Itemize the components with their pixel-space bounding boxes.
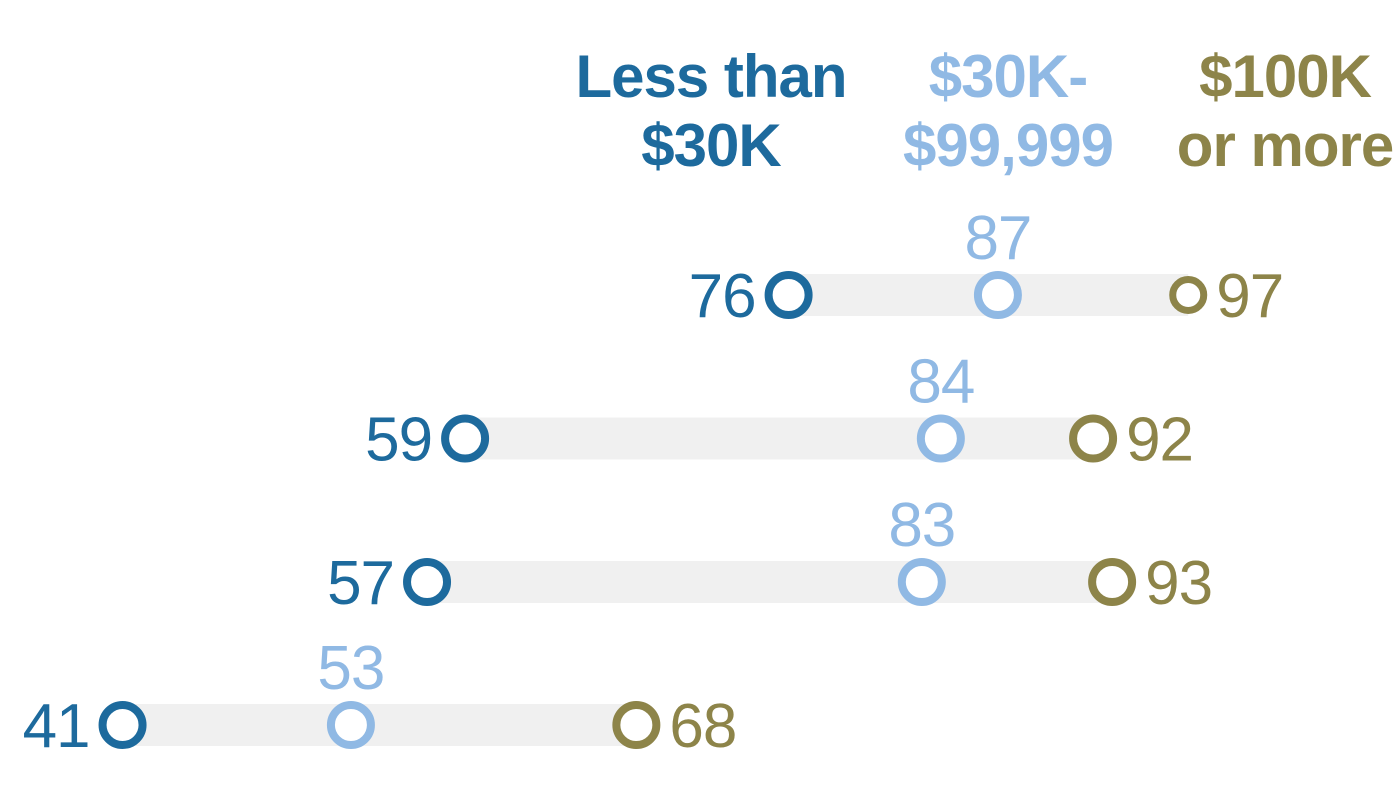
row-track-2 [465,417,1094,460]
column-header-less-than-30k-line2: $30K [641,112,781,179]
point-row1-100k-or-more [1169,276,1208,314]
column-header-100k-or-more-line2: or more [1176,112,1394,179]
point-row2-30k-99999 [916,414,965,463]
column-headers: Less than $30K $30K- $99,999 $100K or mo… [0,0,1400,190]
point-row4-100k-or-more [612,701,661,749]
point-row3-100k-or-more [1088,558,1137,606]
value-label-row3-less-than-30k: 57 [327,549,394,618]
column-header-less-than-30k: Less than $30K [575,42,847,180]
column-header-30k-99999-line1: $30K- [928,43,1088,110]
point-row1-less-than-30k [764,271,813,319]
column-header-100k-or-more-line1: $100K [1199,43,1372,110]
value-label-row1-100k-or-more: 97 [1216,262,1283,331]
value-label-row2-100k-or-more: 92 [1126,406,1193,475]
value-label-row1-30k-99999: 87 [964,204,1031,273]
value-label-row4-100k-or-more: 68 [669,692,736,761]
point-row4-30k-99999 [326,701,375,749]
column-header-30k-99999-line2: $99,999 [903,112,1114,179]
point-row1-30k-99999 [973,271,1022,319]
value-label-row4-30k-99999: 53 [317,634,384,703]
value-label-row1-less-than-30k: 76 [689,262,756,331]
point-row4-less-than-30k [98,701,147,749]
column-header-30k-99999: $30K- $99,999 [903,42,1114,180]
column-header-100k-or-more: $100K or more [1176,42,1394,180]
value-label-row2-less-than-30k: 59 [365,406,432,475]
row-track-4 [122,704,637,746]
point-row2-100k-or-more [1069,414,1118,463]
column-header-less-than-30k-line1: Less than [575,43,847,110]
point-row3-30k-99999 [897,558,946,606]
value-label-row2-30k-99999: 84 [907,348,974,417]
value-label-row3-30k-99999: 83 [888,491,955,560]
value-label-row3-100k-or-more: 93 [1145,549,1212,618]
point-row3-less-than-30k [403,558,452,606]
row-track-3 [427,561,1113,603]
point-row2-less-than-30k [441,414,490,463]
value-label-row4-less-than-30k: 41 [23,692,90,761]
